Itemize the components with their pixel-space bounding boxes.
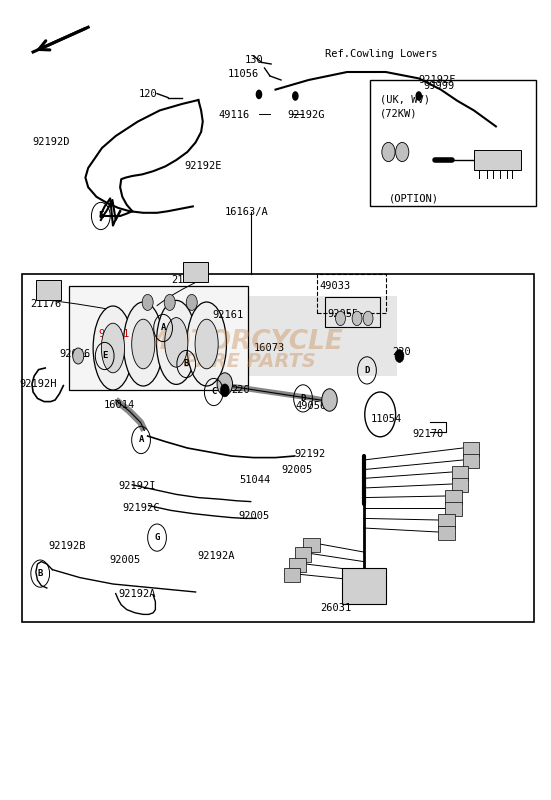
Circle shape xyxy=(396,142,409,162)
Bar xyxy=(36,280,61,300)
Bar xyxy=(463,442,479,456)
Text: 130: 130 xyxy=(245,55,263,65)
Bar xyxy=(452,466,468,480)
Text: 92192D: 92192D xyxy=(33,137,70,146)
Bar xyxy=(342,568,386,604)
Text: 49116: 49116 xyxy=(219,110,250,120)
Circle shape xyxy=(352,311,362,326)
Text: D: D xyxy=(300,394,306,403)
Text: 26031: 26031 xyxy=(321,603,352,613)
Bar xyxy=(463,454,479,468)
Text: 11056: 11056 xyxy=(228,69,259,78)
Bar xyxy=(88,296,397,376)
Text: 92170: 92170 xyxy=(412,429,444,438)
Circle shape xyxy=(292,91,299,101)
Bar xyxy=(438,514,455,528)
Circle shape xyxy=(164,294,175,310)
Text: Ref.Cowling Lowers: Ref.Cowling Lowers xyxy=(325,50,437,59)
Bar xyxy=(289,558,306,572)
Circle shape xyxy=(415,91,422,101)
Text: B: B xyxy=(183,359,189,369)
Bar xyxy=(445,502,462,516)
Text: 51044: 51044 xyxy=(240,475,271,485)
Ellipse shape xyxy=(132,319,155,369)
Text: 92192A: 92192A xyxy=(118,589,156,598)
Text: 92055: 92055 xyxy=(327,309,359,318)
Text: 16014: 16014 xyxy=(104,400,135,410)
Ellipse shape xyxy=(156,301,196,385)
Text: 92192I: 92192I xyxy=(118,481,156,490)
Ellipse shape xyxy=(165,318,188,367)
Text: 92192A: 92192A xyxy=(197,551,235,561)
Text: 49056: 49056 xyxy=(295,402,327,411)
Text: 92192G: 92192G xyxy=(288,110,325,120)
Bar xyxy=(438,526,455,540)
Bar xyxy=(22,274,534,622)
Ellipse shape xyxy=(93,306,133,390)
Text: E: E xyxy=(102,351,107,361)
Text: 92192: 92192 xyxy=(295,450,326,459)
Bar xyxy=(370,80,536,206)
Text: D: D xyxy=(364,366,370,375)
Bar xyxy=(69,286,248,390)
Text: MOTORCYCLE: MOTORCYCLE xyxy=(142,330,343,355)
Text: 16073: 16073 xyxy=(253,343,285,353)
Text: 92192H: 92192H xyxy=(20,379,57,389)
Circle shape xyxy=(73,348,84,364)
Text: A: A xyxy=(138,435,144,445)
Text: 21176: 21176 xyxy=(171,275,202,285)
Text: 92005: 92005 xyxy=(109,555,141,565)
Text: (OPTION): (OPTION) xyxy=(388,194,439,203)
Bar xyxy=(295,547,311,562)
Text: 99999: 99999 xyxy=(423,81,455,90)
Ellipse shape xyxy=(187,302,226,386)
Ellipse shape xyxy=(101,323,125,373)
Text: A: A xyxy=(160,323,166,333)
Text: 220: 220 xyxy=(231,385,250,394)
Text: 11054: 11054 xyxy=(370,414,402,424)
Circle shape xyxy=(186,294,197,310)
Bar xyxy=(452,478,468,492)
Text: C: C xyxy=(211,387,217,397)
Ellipse shape xyxy=(123,302,163,386)
Text: 92192C: 92192C xyxy=(122,503,160,513)
Text: 92192B: 92192B xyxy=(48,542,86,551)
Bar xyxy=(183,262,208,282)
Bar xyxy=(474,150,521,170)
Bar xyxy=(303,538,320,552)
Text: 92005: 92005 xyxy=(281,465,312,474)
Circle shape xyxy=(322,389,337,411)
Text: 92005: 92005 xyxy=(238,511,269,521)
Text: 92161: 92161 xyxy=(98,329,129,338)
Circle shape xyxy=(336,311,345,326)
Text: 92066: 92066 xyxy=(59,350,90,359)
Circle shape xyxy=(142,294,153,310)
Text: SPARE PARTS: SPARE PARTS xyxy=(170,352,315,371)
Text: 92192E: 92192E xyxy=(185,162,222,171)
Text: B: B xyxy=(37,569,43,578)
Text: G: G xyxy=(154,533,160,542)
Circle shape xyxy=(217,373,233,395)
Bar xyxy=(284,568,300,582)
Bar xyxy=(317,274,386,313)
Text: 120: 120 xyxy=(139,89,158,98)
Circle shape xyxy=(363,311,373,326)
Text: 92192F: 92192F xyxy=(419,75,456,85)
Text: 92161: 92161 xyxy=(212,310,244,320)
Circle shape xyxy=(220,384,229,397)
Text: 220: 220 xyxy=(392,347,411,357)
Text: E: E xyxy=(98,211,104,221)
Text: 16163/A: 16163/A xyxy=(225,207,268,217)
Ellipse shape xyxy=(195,319,218,369)
Circle shape xyxy=(382,142,395,162)
Text: 21176: 21176 xyxy=(30,299,62,309)
Text: (UK, WV): (UK, WV) xyxy=(380,95,430,105)
Circle shape xyxy=(395,350,404,362)
Bar xyxy=(445,490,462,504)
Circle shape xyxy=(256,90,262,99)
Bar xyxy=(325,297,380,327)
Text: (72KW): (72KW) xyxy=(380,109,418,118)
Text: 49033: 49033 xyxy=(320,281,351,290)
